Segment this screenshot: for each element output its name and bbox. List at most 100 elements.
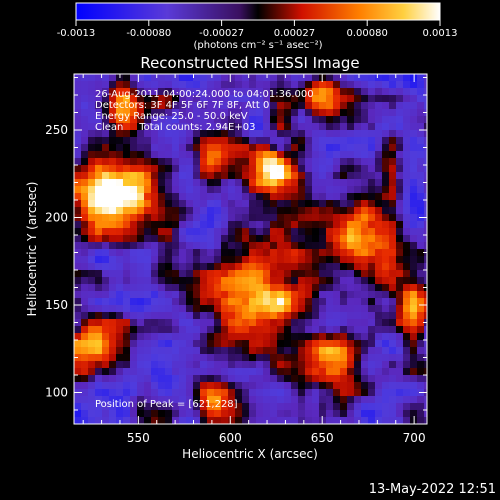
heatmap-cell [137, 270, 144, 277]
heatmap-cell [102, 137, 109, 144]
heatmap-cell [277, 109, 284, 116]
heatmap-cell [340, 277, 347, 284]
heatmap-cell [172, 81, 179, 88]
heatmap-cell [368, 74, 375, 81]
heatmap-cell [207, 74, 214, 81]
heatmap-cell [403, 263, 410, 270]
heatmap-cell [193, 270, 200, 277]
heatmap-cell [123, 368, 130, 375]
heatmap-cell [326, 179, 333, 186]
heatmap-cell [263, 354, 270, 361]
heatmap-cell [137, 158, 144, 165]
heatmap-cell [270, 137, 277, 144]
heatmap-cell [137, 88, 144, 95]
heatmap-cell [81, 298, 88, 305]
heatmap-cell [291, 382, 298, 389]
heatmap-cell [214, 102, 221, 109]
heatmap-cell [389, 249, 396, 256]
heatmap-cell [186, 291, 193, 298]
heatmap-cell [193, 263, 200, 270]
heatmap-cell [81, 158, 88, 165]
heatmap-cell [417, 368, 424, 375]
heatmap-cell [165, 347, 172, 354]
heatmap-cell [165, 81, 172, 88]
heatmap-cell [151, 81, 158, 88]
heatmap-cell [242, 179, 249, 186]
heatmap-cell [186, 326, 193, 333]
heatmap-cell [277, 137, 284, 144]
heatmap-cell [193, 228, 200, 235]
heatmap-cell [95, 270, 102, 277]
heatmap-cell [221, 214, 228, 221]
heatmap-cell [368, 312, 375, 319]
heatmap-cell [172, 284, 179, 291]
heatmap-cell [354, 74, 361, 81]
heatmap-cell [249, 74, 256, 81]
heatmap-cell [291, 249, 298, 256]
heatmap-cell [221, 137, 228, 144]
heatmap-cell [319, 242, 326, 249]
x-axis-label: Heliocentric X (arcsec) [182, 447, 318, 461]
heatmap-cell [186, 95, 193, 102]
heatmap-cell [410, 417, 417, 424]
heatmap-cell [81, 116, 88, 123]
heatmap-cell [291, 228, 298, 235]
heatmap-cell [207, 109, 214, 116]
heatmap-cell [214, 368, 221, 375]
heatmap-cell [375, 102, 382, 109]
heatmap-cell [95, 326, 102, 333]
heatmap-cell [291, 354, 298, 361]
heatmap-cell [130, 326, 137, 333]
heatmap-cell [354, 298, 361, 305]
heatmap-cell [333, 249, 340, 256]
heatmap-cell [81, 151, 88, 158]
heatmap-cell [165, 228, 172, 235]
heatmap-cell [228, 130, 235, 137]
heatmap-cell [214, 172, 221, 179]
heatmap-cell [179, 130, 186, 137]
heatmap-cell [263, 340, 270, 347]
heatmap-cell [151, 193, 158, 200]
heatmap-cell [305, 263, 312, 270]
heatmap-cell [298, 263, 305, 270]
heatmap-cell [214, 291, 221, 298]
heatmap-cell [333, 396, 340, 403]
heatmap-cell [417, 193, 424, 200]
heatmap-cell [291, 361, 298, 368]
heatmap-cell [312, 235, 319, 242]
heatmap-cell [179, 403, 186, 410]
heatmap-cell [305, 382, 312, 389]
heatmap-cell [424, 256, 427, 263]
heatmap-cell [116, 95, 123, 102]
heatmap-cell [305, 158, 312, 165]
heatmap-cell [340, 130, 347, 137]
heatmap-cell [95, 144, 102, 151]
heatmap-cell [284, 186, 291, 193]
heatmap-cell [424, 277, 427, 284]
heatmap-cell [151, 347, 158, 354]
heatmap-cell [403, 88, 410, 95]
heatmap-cell [298, 109, 305, 116]
heatmap-cell [298, 102, 305, 109]
heatmap-cell [396, 102, 403, 109]
heatmap-cell [382, 312, 389, 319]
heatmap-cell [179, 249, 186, 256]
heatmap-cell [179, 396, 186, 403]
heatmap-cell [396, 88, 403, 95]
heatmap-cell [221, 158, 228, 165]
heatmap-cell [88, 172, 95, 179]
heatmap-cell [130, 137, 137, 144]
heatmap-cell [130, 410, 137, 417]
heatmap-cell [347, 263, 354, 270]
heatmap-cell [305, 249, 312, 256]
heatmap-cell [179, 263, 186, 270]
heatmap-cell [368, 368, 375, 375]
heatmap-cell [249, 102, 256, 109]
heatmap-cell [333, 228, 340, 235]
heatmap-cell [368, 172, 375, 179]
heatmap-cell [130, 242, 137, 249]
heatmap-cell [228, 347, 235, 354]
heatmap-cell [179, 270, 186, 277]
heatmap-cell [179, 186, 186, 193]
